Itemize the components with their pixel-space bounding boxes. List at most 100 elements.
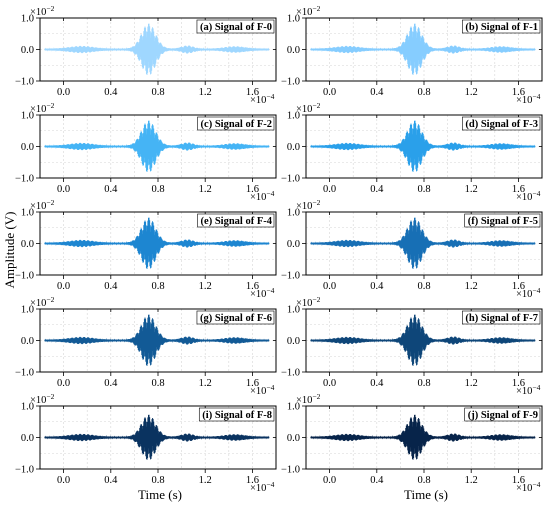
x-tick-label: 1.2 [199, 87, 212, 98]
x-tick-label: 1.6 [512, 87, 525, 98]
x-multiplier: ×10−4 [250, 92, 275, 106]
x-multiplier: ×10−4 [250, 189, 275, 203]
x-tick-label: 0.8 [151, 184, 164, 195]
x-tick-label: 0.4 [370, 475, 384, 486]
y-multiplier-power: −2 [312, 4, 320, 13]
x-multiplier: ×10−4 [250, 480, 275, 494]
panel-title-box [462, 19, 541, 34]
x-tick-label: 0.4 [104, 281, 118, 292]
panel-title-box [196, 19, 275, 34]
x-tick-label: 1.2 [465, 87, 478, 98]
x-tick-label: 1.6 [246, 281, 259, 292]
y-multiplier: ×10−2 [296, 392, 321, 406]
x-tick-label: 1.2 [199, 378, 212, 389]
x-tick-label: 1.6 [246, 475, 259, 486]
x-multiplier-power: −4 [266, 92, 274, 101]
y-tick-label: 1.0 [287, 208, 300, 219]
x-multiplier-power: −4 [266, 286, 274, 295]
x-tick-label: 0.0 [323, 87, 336, 98]
x-tick-label: 0.8 [417, 87, 430, 98]
panel-title: (i) Signal of F-8 [202, 410, 272, 421]
y-tick-label: 1.0 [287, 402, 300, 413]
x-tick-label: 1.2 [199, 184, 212, 195]
x-tick-label: 0.4 [104, 475, 118, 486]
x-tick-label: 0.8 [417, 378, 430, 389]
y-tick-label: −1.0 [281, 174, 300, 185]
y-tick-label: −1.0 [281, 77, 300, 88]
y-multiplier-power: −2 [46, 4, 54, 13]
y-multiplier: ×10−2 [30, 392, 55, 406]
y-tick-label: 1.0 [287, 305, 300, 316]
x-tick-label: 1.6 [512, 281, 525, 292]
y-multiplier: ×10−2 [296, 198, 321, 212]
y-multiplier: ×10−2 [296, 101, 321, 115]
x-tick-label: 1.2 [465, 281, 478, 292]
y-tick-label: 0.0 [21, 433, 34, 444]
x-tick-label: 0.8 [417, 184, 430, 195]
x-tick-label: 0.0 [323, 281, 336, 292]
x-multiplier-power: −4 [266, 189, 274, 198]
panel-title: (d) Signal of F-3 [465, 119, 538, 130]
panel-6: 0.0 0.4 0.8 1.2 1.6 −1.0 0.0 1.0×10−2 ×10−4 (g) S… [15, 295, 277, 397]
y-tick-label: 0.0 [21, 239, 34, 250]
y-tick-label: 0.0 [21, 336, 34, 347]
x-tick-label: 1.2 [199, 475, 212, 486]
panel-title: (c) Signal of F-2 [201, 119, 272, 130]
panel-title: (j) Signal of F-9 [468, 410, 538, 421]
y-tick-label: −1.0 [281, 368, 300, 379]
x-multiplier: ×10−4 [250, 383, 275, 397]
signal-series [44, 120, 270, 172]
signal-series [310, 23, 536, 75]
x-tick-label: 0.0 [57, 87, 70, 98]
x-multiplier: ×10−4 [516, 383, 541, 397]
y-multiplier: ×10−2 [296, 295, 321, 309]
y-multiplier: ×10−2 [296, 4, 321, 18]
x-tick-label: 0.8 [151, 87, 164, 98]
x-tick-label: 1.6 [246, 184, 259, 195]
x-tick-label: 0.4 [370, 378, 384, 389]
x-tick-label: 0.4 [104, 87, 118, 98]
x-tick-label: 1.6 [246, 87, 259, 98]
signal-series [310, 217, 536, 269]
x-multiplier: ×10−4 [516, 286, 541, 300]
y-tick-label: 1.0 [21, 208, 34, 219]
x-tick-label: 0.4 [370, 281, 384, 292]
y-axis-label: Amplitude (V) [2, 212, 17, 289]
y-tick-label: 1.0 [21, 111, 34, 122]
panel-title: (e) Signal of F-4 [201, 216, 273, 227]
y-multiplier-power: −2 [312, 101, 320, 110]
y-multiplier: ×10−2 [30, 101, 55, 115]
panel-title-box [464, 407, 541, 422]
y-multiplier-power: −2 [312, 392, 320, 401]
x-tick-label: 0.0 [57, 281, 70, 292]
x-tick-label: 1.6 [512, 378, 525, 389]
panel-title-box [464, 213, 541, 228]
panel-0: 0.0 0.4 0.8 1.2 1.6 −1.0 0.0 1.0×10−2 ×10−4 (a) S… [15, 4, 277, 106]
y-tick-label: 0.0 [287, 45, 300, 56]
y-tick-label: 1.0 [21, 402, 34, 413]
panel-title: (h) Signal of F-7 [465, 313, 538, 324]
panel-title-box [197, 213, 275, 228]
panel-2: 0.0 0.4 0.8 1.2 1.6 −1.0 0.0 1.0×10−2 ×10−4 (c) S… [15, 101, 277, 203]
signal-series [44, 217, 270, 269]
x-tick-label: 0.0 [57, 378, 70, 389]
x-tick-label: 0.0 [323, 475, 336, 486]
x-tick-label: 0.8 [417, 475, 430, 486]
signal-series [310, 314, 536, 366]
panel-title-box [196, 310, 275, 325]
x-multiplier-power: −4 [532, 189, 540, 198]
y-multiplier: ×10−2 [30, 198, 55, 212]
panel-5: 0.0 0.4 0.8 1.2 1.6 −1.0 0.0 1.0×10−2 ×10−4 (f) S… [281, 198, 543, 300]
x-tick-label: 1.2 [465, 184, 478, 195]
y-tick-label: −1.0 [15, 174, 34, 185]
x-tick-label: 0.8 [151, 281, 164, 292]
y-multiplier-power: −2 [312, 295, 320, 304]
panel-title-box [462, 116, 541, 131]
y-multiplier: ×10−2 [30, 4, 55, 18]
x-multiplier-power: −4 [532, 92, 540, 101]
x-multiplier: ×10−4 [250, 286, 275, 300]
y-tick-label: −1.0 [15, 465, 34, 476]
panel-7: 0.0 0.4 0.8 1.2 1.6 −1.0 0.0 1.0×10−2 ×10−4 (h) S… [281, 295, 543, 397]
